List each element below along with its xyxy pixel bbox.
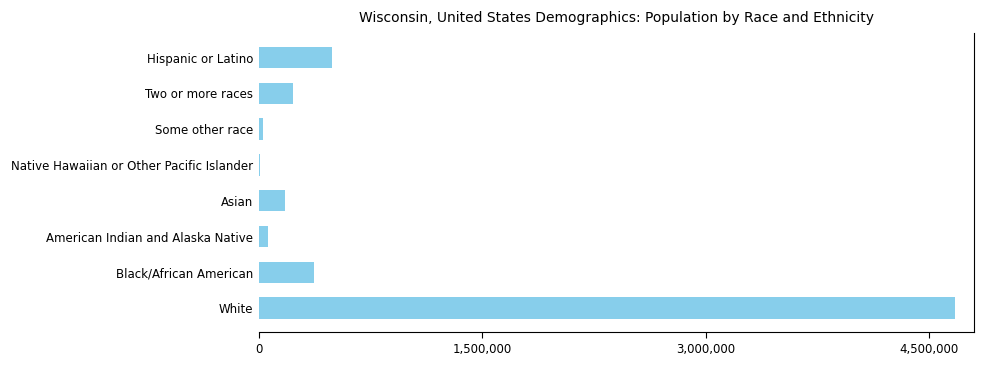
Title: Wisconsin, United States Demographics: Population by Race and Ethnicity: Wisconsin, United States Demographics: P… — [359, 11, 874, 25]
Bar — [259, 226, 268, 247]
Bar — [259, 262, 314, 283]
Bar — [259, 119, 263, 140]
Bar — [259, 190, 285, 211]
Bar — [259, 47, 332, 68]
Bar — [259, 83, 294, 104]
Bar — [259, 297, 954, 319]
